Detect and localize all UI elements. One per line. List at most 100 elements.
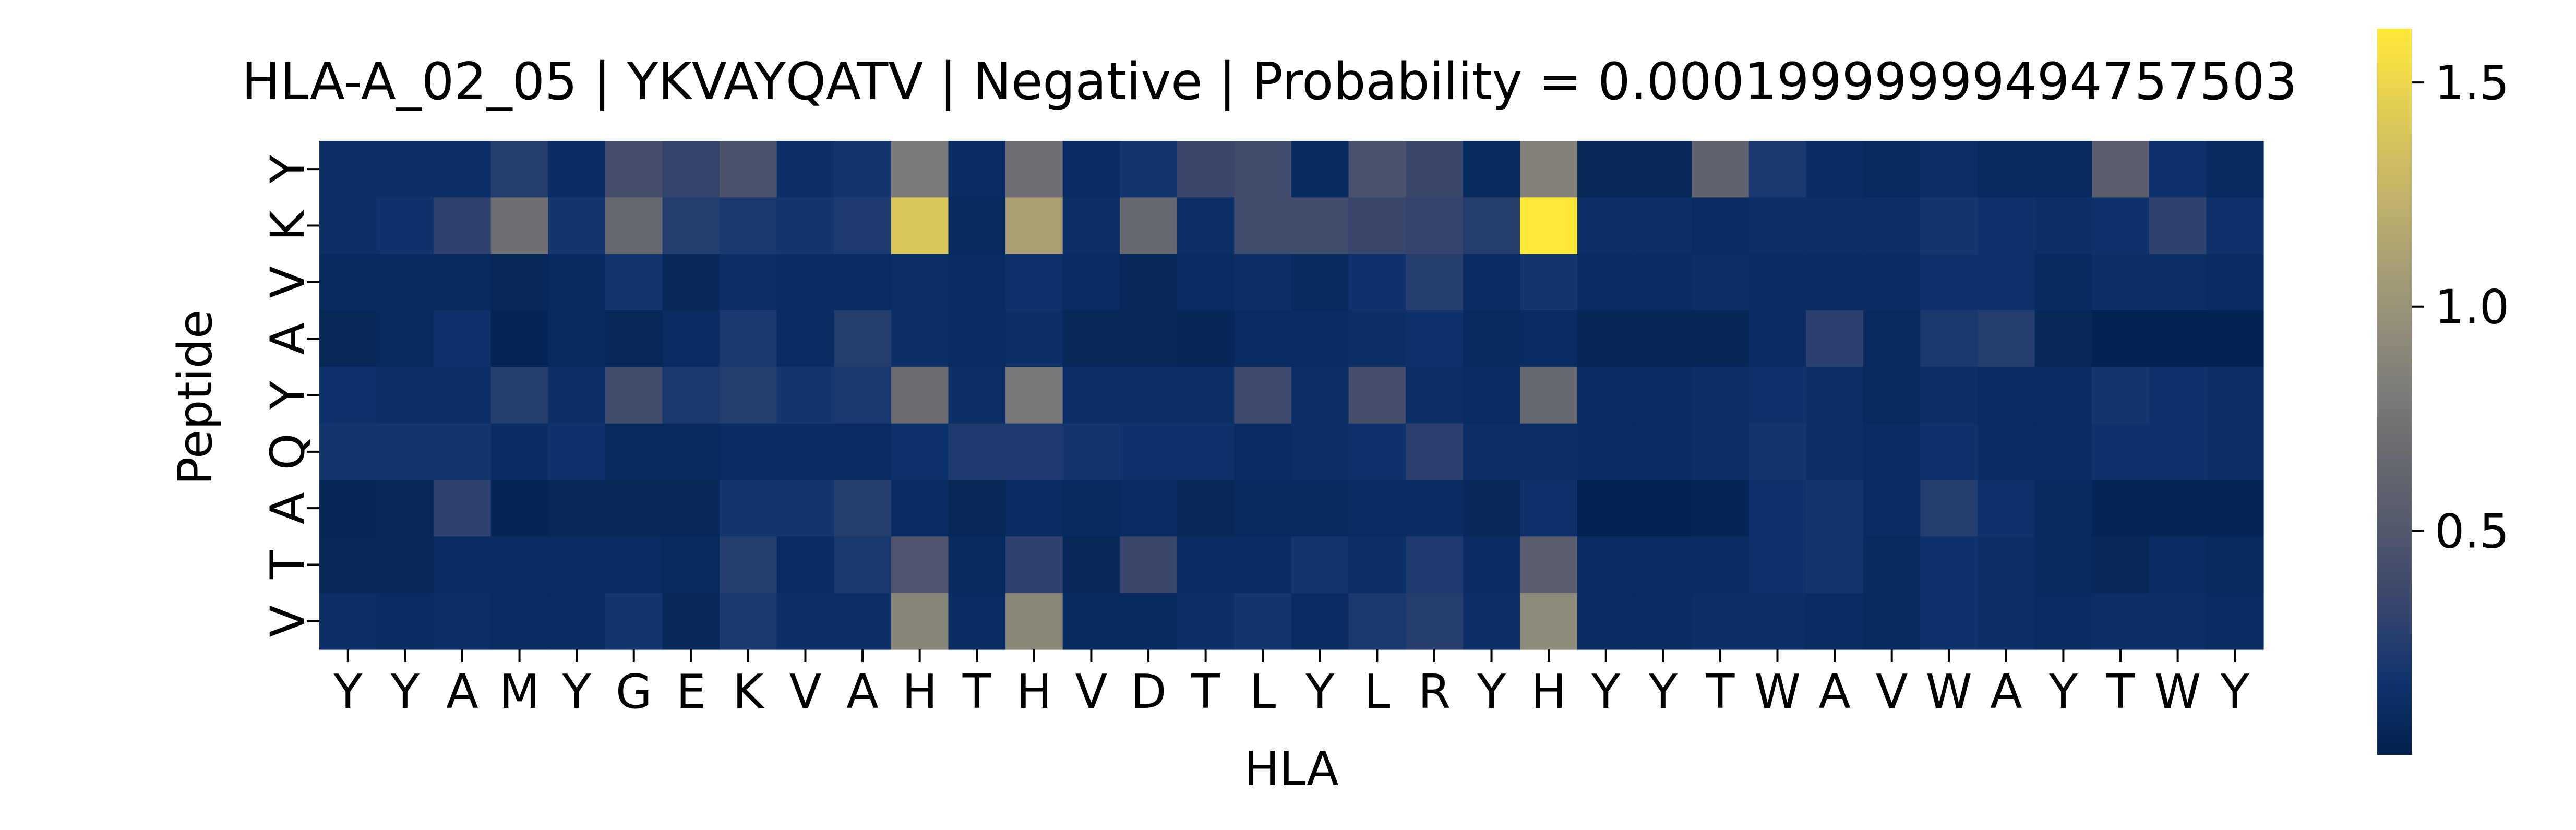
x-axis-label: HLA <box>1244 742 1338 797</box>
heatmap-cell-r8-c26 <box>1806 593 1864 650</box>
heatmap-cell-r5-c1 <box>376 423 434 480</box>
heatmap-cell-r3-c26 <box>1806 310 1864 367</box>
heatmap-cell-r1-c11 <box>948 197 1006 255</box>
y-tick-label: K <box>261 209 316 241</box>
heatmap-cell-r7-c25 <box>1748 536 1806 594</box>
heatmap-cell-r8-c29 <box>1978 593 2035 650</box>
heatmap-cell-r3-c3 <box>490 310 548 367</box>
heatmap-cell-r7-c13 <box>1062 536 1120 594</box>
heatmap-cell-r0-c14 <box>1120 141 1178 198</box>
heatmap-cell-r1-c15 <box>1177 197 1235 255</box>
colorbar-tick-label: 0.5 <box>2435 504 2509 559</box>
x-tick-label: Y <box>1477 665 1506 719</box>
heatmap-cell-r2-c24 <box>1692 254 1750 311</box>
heatmap-cell-r3-c2 <box>434 310 492 367</box>
x-tick-label: R <box>1418 665 1451 719</box>
heatmap-cell-r6-c16 <box>1234 480 1292 537</box>
heatmap-cell-r6-c24 <box>1692 480 1750 537</box>
heatmap-cell-r4-c10 <box>891 367 949 424</box>
heatmap-cell-r5-c5 <box>605 423 663 480</box>
heatmap-cell-r7-c21 <box>1520 536 1578 594</box>
heatmap-cell-r7-c31 <box>2092 536 2150 594</box>
heatmap-cell-r0-c10 <box>891 141 949 198</box>
x-tick-label: H <box>902 665 938 719</box>
x-tick-label: L <box>1364 665 1390 719</box>
y-tick-label: A <box>261 322 316 355</box>
heatmap-cell-r5-c16 <box>1234 423 1292 480</box>
x-tick-label: Y <box>1305 665 1335 719</box>
y-tick-label: Y <box>261 380 316 410</box>
heatmap-cell-r0-c1 <box>376 141 434 198</box>
heatmap-cell-r0-c22 <box>1577 141 1635 198</box>
heatmap-cell-r3-c27 <box>1863 310 1921 367</box>
heatmap-cell-r0-c9 <box>834 141 892 198</box>
heatmap-cell-r5-c9 <box>834 423 892 480</box>
heatmap-cell-r2-c3 <box>490 254 548 311</box>
y-axis: YKVAYQATV <box>261 154 319 637</box>
heatmap-cell-r1-c9 <box>834 197 892 255</box>
x-tick-label: Y <box>1648 665 1678 719</box>
heatmap-cell-r5-c20 <box>1463 423 1520 480</box>
heatmap-cell-r5-c13 <box>1062 423 1120 480</box>
heatmap-cell-r6-c11 <box>948 480 1006 537</box>
heatmap-cell-r7-c26 <box>1806 536 1864 594</box>
heatmap-cell-r1-c28 <box>1920 197 1978 255</box>
heatmap-cell-r2-c2 <box>434 254 492 311</box>
heatmap-cell-r7-c28 <box>1920 536 1978 594</box>
heatmap-cell-r5-c26 <box>1806 423 1864 480</box>
colorbar <box>2377 29 2412 755</box>
heatmap-cell-r2-c16 <box>1234 254 1292 311</box>
heatmap-cell-r2-c23 <box>1634 254 1692 311</box>
heatmap-cell-r3-c1 <box>376 310 434 367</box>
heatmap-cell-r1-c8 <box>776 197 834 255</box>
heatmap-cell-r8-c19 <box>1406 593 1464 650</box>
x-tick-label: V <box>1876 665 1908 719</box>
heatmap-cell-r2-c12 <box>1005 254 1063 311</box>
heatmap-cell-r4-c28 <box>1920 367 1978 424</box>
heatmap-cell-r0-c7 <box>720 141 777 198</box>
heatmap-cell-r0-c5 <box>605 141 663 198</box>
heatmap-cell-r6-c25 <box>1748 480 1806 537</box>
heatmap-cell-r6-c17 <box>1291 480 1349 537</box>
heatmap-cell-r0-c25 <box>1748 141 1806 198</box>
heatmap-cell-r8-c2 <box>434 593 492 650</box>
heatmap-cell-r8-c4 <box>548 593 606 650</box>
x-tick-label: W <box>1754 665 1801 719</box>
heatmap-cell-r4-c12 <box>1005 367 1063 424</box>
heatmap-cell-r4-c1 <box>376 367 434 424</box>
heatmap-cell-r8-c21 <box>1520 593 1578 650</box>
heatmap-cell-r2-c29 <box>1978 254 2035 311</box>
heatmap-cell-r4-c24 <box>1692 367 1750 424</box>
heatmap-cell-r2-c8 <box>776 254 834 311</box>
x-tick-label: V <box>1075 665 1108 719</box>
heatmap-cell-r6-c30 <box>2034 480 2092 537</box>
heatmap-cell-r5-c14 <box>1120 423 1178 480</box>
heatmap-cell-r1-c4 <box>548 197 606 255</box>
x-tick-label: K <box>733 665 764 719</box>
heatmap-cell-r6-c15 <box>1177 480 1235 537</box>
heatmap-cell-r4-c21 <box>1520 367 1578 424</box>
heatmap-cell-r2-c15 <box>1177 254 1235 311</box>
heatmap-cell-r6-c20 <box>1463 480 1520 537</box>
x-tick-label: D <box>1130 665 1166 719</box>
heatmap-cell-r1-c17 <box>1291 197 1349 255</box>
heatmap-cell-r2-c17 <box>1291 254 1349 311</box>
heatmap-cell-r2-c32 <box>2149 254 2207 311</box>
heatmap-cell-r7-c8 <box>776 536 834 594</box>
heatmap-cell-r4-c0 <box>319 367 377 424</box>
heatmap-cell-r6-c31 <box>2092 480 2150 537</box>
heatmap-cell-r5-c7 <box>720 423 777 480</box>
heatmap-cell-r6-c22 <box>1577 480 1635 537</box>
heatmap-cell-r3-c14 <box>1120 310 1178 367</box>
x-tick-label: A <box>1818 665 1851 719</box>
heatmap-cell-r7-c17 <box>1291 536 1349 594</box>
heatmap-cell-r1-c19 <box>1406 197 1464 255</box>
y-tick-label: V <box>261 605 316 637</box>
heatmap-cell-r4-c30 <box>2034 367 2092 424</box>
heatmap-cell-r4-c19 <box>1406 367 1464 424</box>
heatmap-cell-r3-c13 <box>1062 310 1120 367</box>
heatmap-cell-r8-c24 <box>1692 593 1750 650</box>
heatmap-cell-r6-c0 <box>319 480 377 537</box>
heatmap-cell-r4-c25 <box>1748 367 1806 424</box>
